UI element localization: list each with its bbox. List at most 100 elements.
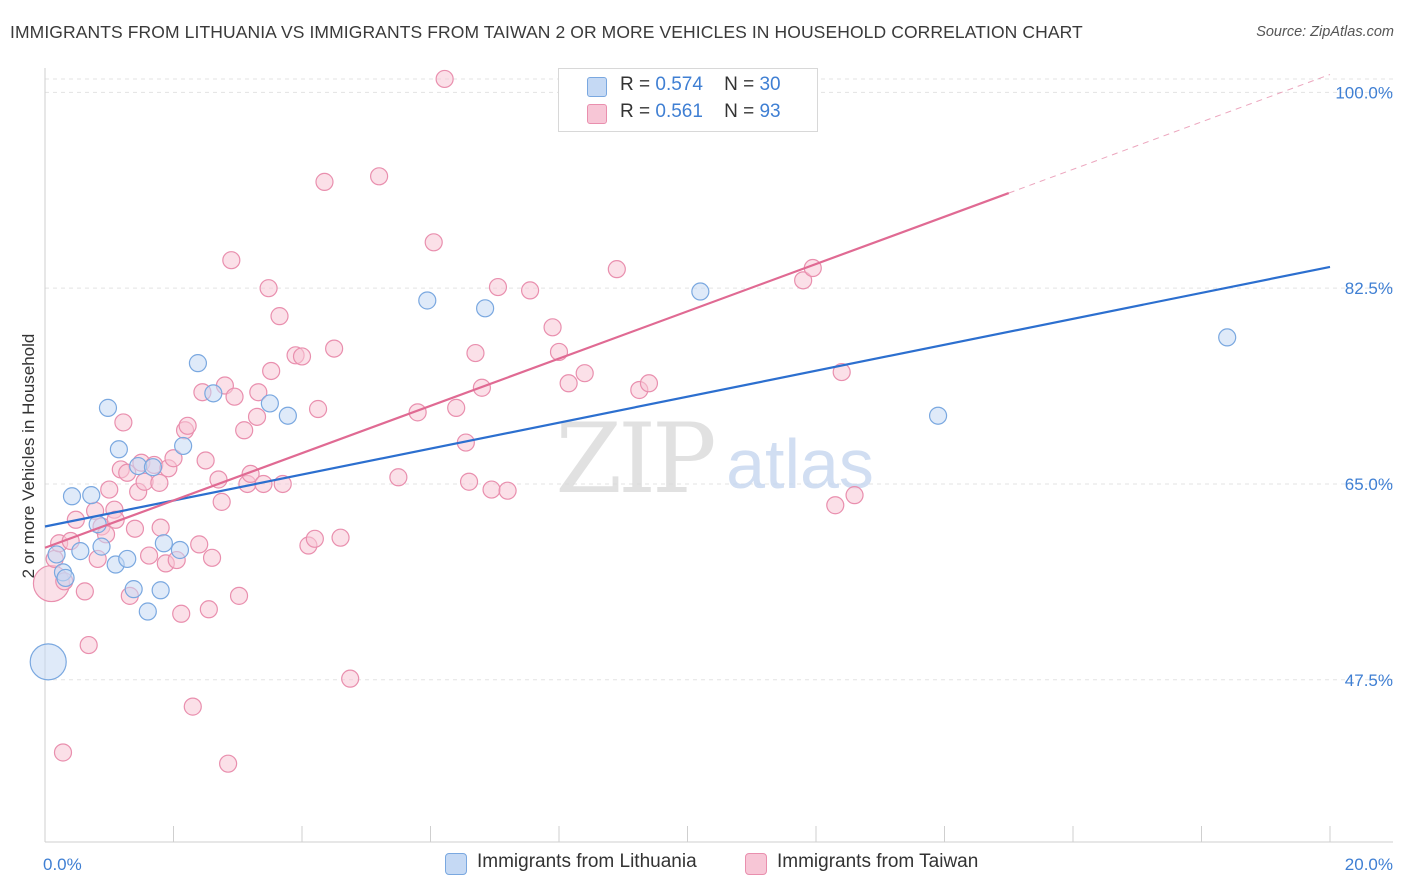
lithuania-point — [260, 394, 279, 413]
y-axis-label: 2 or more Vehicles in Household — [19, 334, 38, 579]
series-lithuania-points — [29, 282, 1237, 681]
taiwan-point — [172, 604, 191, 623]
lithuania-point — [29, 643, 67, 681]
taiwan-point — [229, 586, 249, 605]
taiwan-point — [435, 69, 454, 89]
taiwan-point — [845, 486, 864, 505]
y-tick-label: 47.5% — [1345, 671, 1393, 690]
lithuania-point — [278, 406, 297, 425]
lithuania-point — [204, 384, 223, 403]
taiwan-point — [75, 582, 94, 601]
taiwan-point — [212, 492, 231, 511]
lithuania-point — [154, 534, 173, 553]
series-taiwan-points — [32, 69, 864, 773]
taiwan-point — [100, 480, 119, 499]
taiwan-point — [520, 281, 540, 300]
legend-n-label: N = — [724, 74, 755, 95]
taiwan-point — [53, 743, 73, 762]
taiwan-point — [447, 398, 466, 417]
x-tick-label-min: 0.0% — [43, 855, 82, 874]
y-tick-label: 65.0% — [1345, 475, 1393, 494]
taiwan-point — [270, 307, 289, 326]
lithuania-point — [62, 487, 82, 506]
legend-r-value-lithuania: 0.574 — [655, 74, 703, 95]
tick-labels: 47.5% 65.0% 82.5% 100.0% 0.0% 20.0% — [43, 83, 1393, 874]
taiwan-point — [424, 233, 443, 252]
taiwan-point — [305, 529, 324, 548]
lithuania-point — [151, 581, 170, 600]
y-tick-label: 100.0% — [1335, 83, 1393, 102]
taiwan-point — [183, 697, 202, 716]
taiwan-point — [209, 470, 228, 489]
legend-n-label: N = — [724, 101, 755, 122]
taiwan-point — [235, 421, 254, 440]
taiwan-point — [832, 362, 851, 382]
taiwan-point — [308, 399, 328, 419]
stats-legend: R = 0.574 N = 30 R = 0.561 N = 93 — [558, 68, 818, 132]
taiwan-point — [459, 472, 479, 491]
taiwan-point — [199, 600, 218, 619]
taiwan-point — [607, 260, 626, 279]
x-tick-label-max: 20.0% — [1345, 855, 1393, 874]
trend-line-taiwan-extension — [1008, 74, 1331, 194]
chart-title: IMMIGRANTS FROM LITHUANIA VS IMMIGRANTS … — [10, 22, 1083, 42]
bottom-legend-label-taiwan: Immigrants from Taiwan — [777, 851, 979, 872]
y-tick-label: 82.5% — [1345, 279, 1393, 298]
taiwan-point — [225, 387, 244, 406]
taiwan-point — [259, 279, 278, 298]
taiwan-point — [79, 635, 98, 655]
taiwan-point — [292, 347, 312, 366]
lithuania-point — [118, 549, 137, 569]
legend-swatch-lithuania — [587, 77, 607, 97]
taiwan-point — [794, 271, 813, 290]
taiwan-point — [498, 481, 517, 500]
lithuania-point — [143, 458, 163, 477]
taiwan-point — [325, 339, 344, 358]
lithuania-point — [71, 542, 90, 561]
bottom-legend-swatch-taiwan — [745, 853, 767, 875]
taiwan-point — [341, 669, 360, 688]
taiwan-point — [151, 518, 170, 537]
taiwan-point — [262, 361, 281, 381]
lithuania-point — [928, 406, 948, 425]
lithuania-point — [691, 282, 710, 301]
taiwan-point — [139, 546, 159, 565]
taiwan-point — [315, 172, 334, 191]
taiwan-point — [559, 374, 578, 393]
taiwan-point — [543, 318, 562, 337]
legend-n-value-taiwan: 93 — [759, 101, 781, 122]
legend-r-label: R = — [620, 101, 651, 122]
legend-swatch-taiwan — [587, 104, 607, 124]
taiwan-point — [370, 167, 389, 186]
taiwan-point — [247, 407, 267, 426]
lithuania-point — [138, 602, 157, 621]
taiwan-point — [190, 535, 209, 554]
legend-r-value-taiwan: 0.561 — [655, 101, 703, 122]
taiwan-point — [196, 451, 215, 470]
lithuania-point — [56, 568, 75, 588]
lithuania-point — [174, 436, 193, 456]
taiwan-point — [178, 416, 197, 435]
lithuania-point — [188, 354, 208, 373]
taiwan-point — [639, 374, 659, 393]
taiwan-point — [164, 449, 183, 468]
lithuania-point — [82, 486, 101, 505]
axes — [44, 68, 1393, 843]
taiwan-point — [222, 251, 241, 270]
lithuania-point — [98, 398, 118, 417]
taiwan-point — [202, 548, 222, 567]
lithuania-point — [124, 580, 143, 599]
lithuania-point — [476, 299, 495, 318]
lithuania-point — [109, 440, 128, 459]
trend-lines — [44, 74, 1331, 549]
grid-lines — [45, 78, 1393, 681]
source-credit: Source: ZipAtlas.com — [1256, 24, 1394, 40]
taiwan-point — [389, 468, 408, 487]
taiwan-point — [125, 519, 145, 538]
legend-n-value-lithuania: 30 — [759, 74, 781, 95]
taiwan-point — [826, 496, 845, 515]
lithuania-point — [92, 537, 111, 556]
lithuania-point — [418, 291, 437, 310]
taiwan-point — [575, 364, 594, 383]
trend-line-taiwan — [44, 192, 1010, 549]
